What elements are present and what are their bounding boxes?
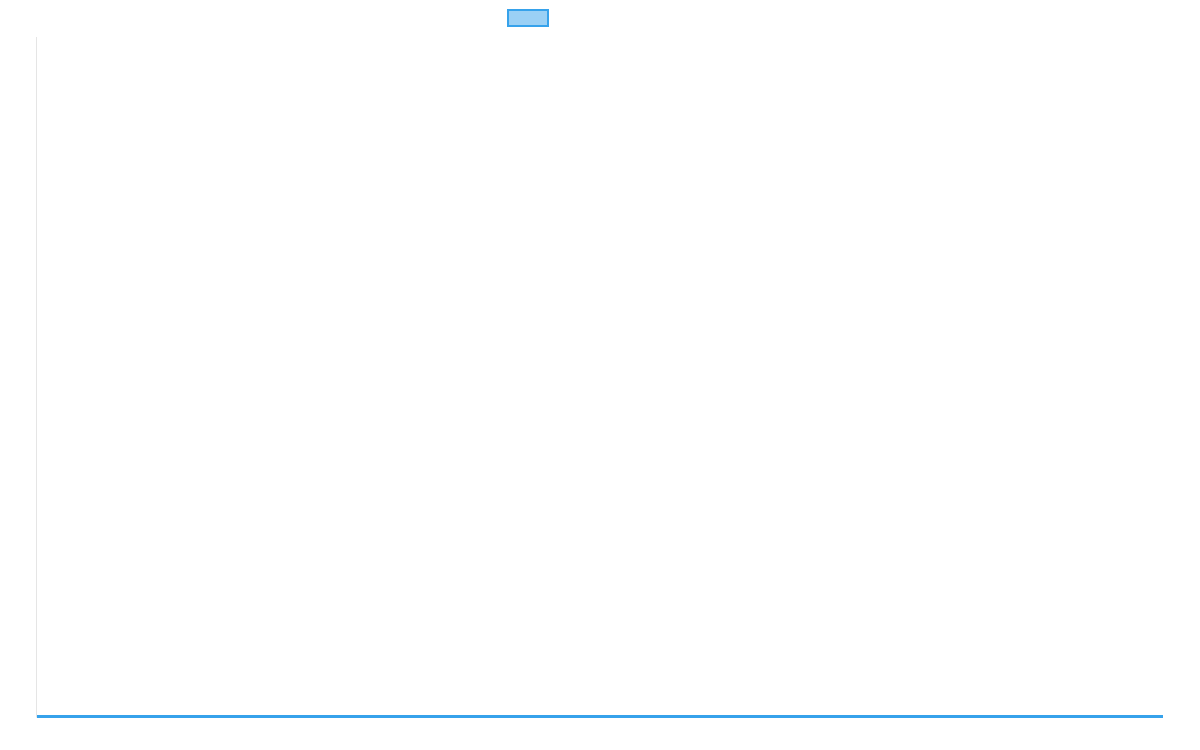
legend-swatch[interactable] [507,9,549,27]
